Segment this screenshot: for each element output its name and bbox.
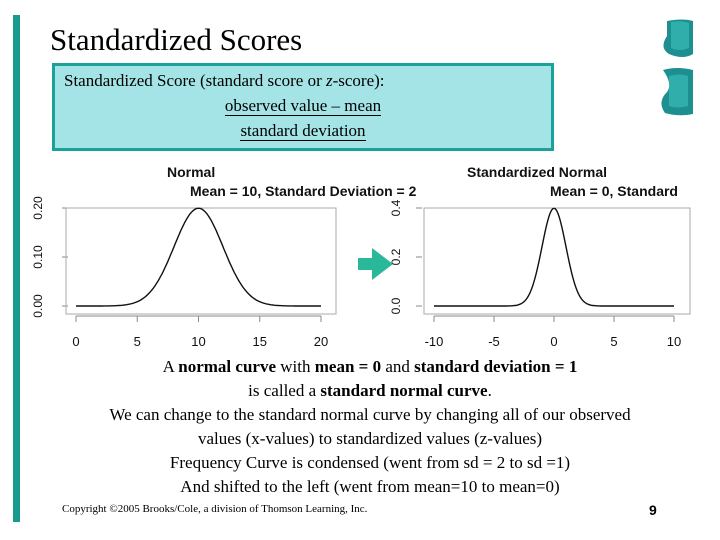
page-number: 9 (649, 502, 657, 518)
slide-title: Standardized Scores (50, 22, 303, 57)
ribbon-icon (661, 19, 693, 116)
normal-curves-figure: Normal Mean = 10, Standard Deviation = 2… (31, 164, 691, 349)
chart-left-yaxis: 0.00 0.10 0.20 (31, 196, 68, 318)
chart-right-yaxis: 0.0 0.2 0.4 (389, 199, 422, 314)
body-line-2: is called a standard normal curve. (248, 381, 492, 400)
chart-right-curve (434, 207, 674, 307)
y-tick-label: 0.2 (389, 248, 403, 265)
x-tick-label: 10 (667, 334, 681, 349)
chart-right-title: Standardized Normal (467, 164, 607, 180)
chart-right-xaxis: -10 -5 0 5 10 (425, 315, 681, 349)
formula-denominator: standard deviation (240, 121, 366, 141)
x-tick-label: 20 (314, 334, 328, 349)
y-tick-label: 0.4 (389, 199, 403, 216)
body-line-5: Frequency Curve is condensed (went from … (169, 453, 571, 472)
body-line-6: And shifted to the left (went from mean=… (180, 477, 560, 496)
x-tick-label: 15 (253, 334, 267, 349)
y-tick-label: 0.20 (31, 196, 45, 220)
definition-lead: Standardized Score (standard score or z-… (64, 71, 385, 90)
chart-left-curve (76, 207, 321, 307)
body-line-3: We can change to the standard normal cur… (109, 405, 631, 424)
y-tick-label: 0.00 (31, 294, 45, 318)
x-tick-label: 5 (610, 334, 617, 349)
formula-numerator: observed value – mean (224, 96, 382, 116)
chart-left-subtitle: Mean = 10, Standard Deviation = 2 (190, 183, 417, 199)
chart-left-xaxis: 0 5 10 15 20 (72, 315, 328, 349)
y-tick-label: 0.10 (31, 245, 45, 269)
x-tick-label: -5 (488, 334, 500, 349)
explanation-text: A normal curve with mean = 0 and standar… (20, 355, 720, 499)
right-arrow-icon (358, 248, 393, 280)
copyright-notice: Copyright ©2005 Brooks/Cole, a division … (62, 503, 368, 515)
definition-box: Standardized Score (standard score or z-… (52, 63, 554, 151)
body-line-1: A normal curve with mean = 0 and standar… (162, 357, 578, 376)
x-tick-label: 10 (191, 334, 205, 349)
chart-left-title: Normal (167, 164, 215, 180)
chart-right-subtitle: Mean = 0, Standard (550, 183, 678, 199)
x-tick-label: 5 (134, 334, 141, 349)
y-tick-label: 0.0 (389, 297, 403, 314)
accent-bar (13, 15, 20, 522)
x-tick-label: -10 (425, 334, 444, 349)
x-tick-label: 0 (550, 334, 557, 349)
body-line-4: values (x-values) to standardized values… (197, 429, 543, 448)
x-tick-label: 0 (72, 334, 79, 349)
